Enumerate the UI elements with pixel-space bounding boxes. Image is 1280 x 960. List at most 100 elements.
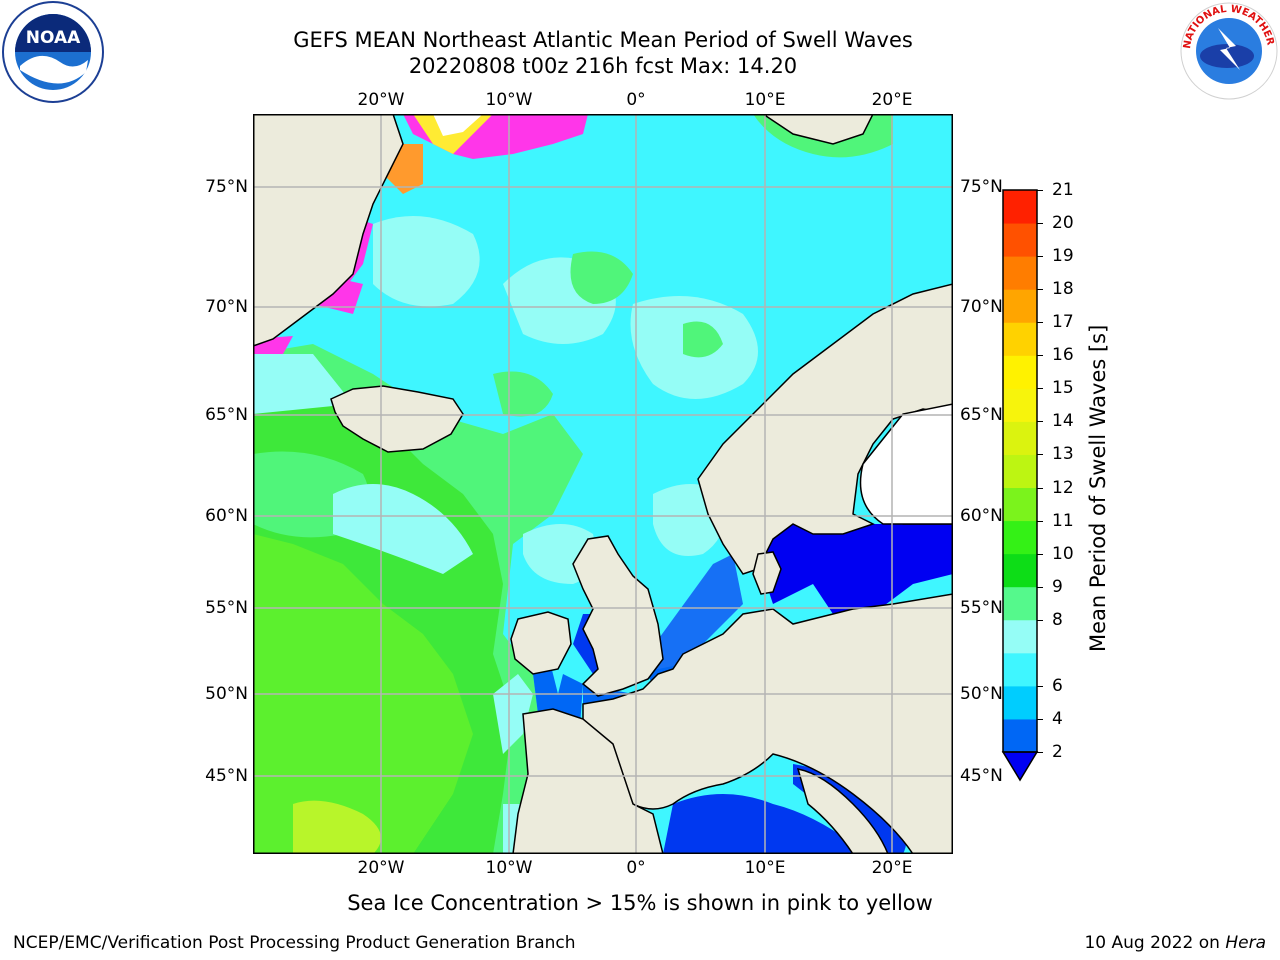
right-lat-tick: 55°N bbox=[960, 598, 1003, 618]
colorbar-segment bbox=[1003, 289, 1037, 323]
left-lat-tick: 55°N bbox=[205, 598, 248, 618]
colorbar-segment bbox=[1003, 256, 1037, 290]
colorbar-tick-label: 20 bbox=[1052, 213, 1074, 234]
right-lat-tick: 75°N bbox=[960, 177, 1003, 197]
top-lon-tick: 10°W bbox=[485, 90, 533, 110]
colorbar-tick bbox=[1037, 553, 1043, 555]
colorbar-segment bbox=[1003, 322, 1037, 356]
map-frame bbox=[253, 114, 953, 854]
denmark-land bbox=[752, 551, 782, 595]
colorbar-tick-label: 6 bbox=[1052, 675, 1063, 696]
colorbar-tick bbox=[1037, 520, 1043, 522]
colorbar-extend-arrow bbox=[1001, 751, 1039, 782]
colorbar-tick bbox=[1037, 322, 1043, 324]
footer-machine: Hera bbox=[1225, 933, 1266, 953]
gulf-of-bothnia-ice-free bbox=[859, 403, 953, 525]
colorbar-segment bbox=[1003, 223, 1037, 257]
colorbar-tick-label: 16 bbox=[1052, 345, 1074, 366]
colorbar-segment bbox=[1003, 454, 1037, 489]
ireland-land bbox=[510, 611, 572, 675]
colorbar-segment bbox=[1003, 619, 1037, 654]
right-lat-tick: 45°N bbox=[960, 766, 1003, 786]
colorbar-tick bbox=[1037, 355, 1043, 357]
colorbar-segment bbox=[1003, 388, 1037, 422]
bottom-lon-tick: 20°W bbox=[357, 858, 405, 878]
colorbar-tick-label: 8 bbox=[1052, 609, 1063, 630]
continental-europe-land bbox=[582, 593, 953, 854]
colorbar-tick-label: 17 bbox=[1052, 312, 1074, 333]
sea-ice-caption: Sea Ice Concentration > 15% is shown in … bbox=[347, 891, 933, 915]
colorbar-tick-label: 15 bbox=[1052, 378, 1074, 399]
left-lat-tick: 60°N bbox=[205, 506, 248, 526]
chart-title-line1: GEFS MEAN Northeast Atlantic Mean Period… bbox=[293, 28, 913, 52]
colorbar-tick bbox=[1037, 256, 1043, 258]
right-lat-tick: 65°N bbox=[960, 405, 1003, 425]
colorbar-segment bbox=[1003, 355, 1037, 389]
footer-date: 10 Aug 2022 on Hera bbox=[1084, 933, 1266, 953]
colorbar-svg bbox=[1001, 189, 1039, 782]
colorbar-segment bbox=[1003, 586, 1037, 621]
bottom-lon-tick: 0° bbox=[626, 858, 646, 878]
colorbar-tick bbox=[1037, 752, 1043, 753]
footer-producer: NCEP/EMC/Verification Post Processing Pr… bbox=[13, 933, 576, 953]
colorbar-tick-label: 21 bbox=[1052, 180, 1074, 200]
land-masses bbox=[253, 114, 953, 854]
top-lon-tick: 20°E bbox=[871, 90, 913, 110]
top-lon-tick: 10°E bbox=[744, 90, 786, 110]
right-lat-tick: 50°N bbox=[960, 684, 1003, 704]
bottom-lon-tick: 10°E bbox=[744, 858, 786, 878]
right-lat-tick: 70°N bbox=[960, 297, 1003, 317]
map-panel bbox=[253, 114, 953, 854]
svalbard-land bbox=[761, 114, 874, 145]
left-lat-tick: 50°N bbox=[205, 684, 248, 704]
bottom-lon-tick: 20°E bbox=[871, 858, 913, 878]
map-svg bbox=[253, 114, 953, 854]
colorbar-tick-label: 13 bbox=[1052, 444, 1074, 465]
colorbar-segment bbox=[1003, 190, 1037, 224]
colorbar-tick bbox=[1037, 289, 1043, 291]
colorbar-tick bbox=[1037, 190, 1043, 191]
colorbar-tick-label: 4 bbox=[1052, 708, 1063, 729]
colorbar-tick-label: 11 bbox=[1052, 510, 1074, 531]
colorbar-segment bbox=[1003, 487, 1037, 522]
colorbar-tick bbox=[1037, 454, 1043, 456]
colorbar-segment bbox=[1003, 685, 1037, 720]
colorbar-segment bbox=[1003, 520, 1037, 555]
right-lat-tick: 60°N bbox=[960, 506, 1003, 526]
chart-title-line2: 20220808 t00z 216h fcst Max: 14.20 bbox=[408, 54, 798, 78]
colorbar-tick-label: 18 bbox=[1052, 279, 1074, 300]
colorbar-tick bbox=[1037, 619, 1043, 621]
left-lat-tick: 75°N bbox=[205, 177, 248, 197]
colorbar-tick-label: 14 bbox=[1052, 411, 1074, 432]
colorbar-tick-label: 10 bbox=[1052, 543, 1074, 564]
colorbar-segment bbox=[1003, 421, 1037, 455]
colorbar-tick bbox=[1037, 388, 1043, 390]
left-lat-tick: 45°N bbox=[205, 766, 248, 786]
colorbar-labels: 2 4 6 8 9 10 11 12 13 14 15 16 17 18 19 20 21 bbox=[1037, 0, 1112, 960]
colorbar-tick bbox=[1037, 223, 1043, 225]
colorbar-title: Mean Period of Swell Waves [s] bbox=[1086, 324, 1110, 652]
greenland-land bbox=[253, 114, 404, 347]
colorbar bbox=[1000, 186, 1040, 786]
colorbar-tick bbox=[1037, 586, 1043, 588]
national-weather-service-logo-icon: NATIONAL WEATHER SERVICE bbox=[1178, 0, 1280, 102]
colorbar-segment bbox=[1003, 718, 1037, 753]
great-britain-land bbox=[572, 535, 664, 697]
colorbar-tick bbox=[1037, 487, 1043, 489]
footer-date-text: 10 Aug 2022 on bbox=[1084, 933, 1226, 953]
colorbar-segment bbox=[1003, 652, 1037, 687]
colorbar-tick-label: 9 bbox=[1052, 576, 1063, 597]
left-lat-tick: 70°N bbox=[205, 297, 248, 317]
noaa-logo-text: NOAA bbox=[26, 28, 81, 48]
colorbar-tick-label: 12 bbox=[1052, 477, 1074, 498]
top-lon-tick: 20°W bbox=[357, 90, 405, 110]
italy-land bbox=[796, 768, 889, 854]
bottom-lon-tick: 10°W bbox=[485, 858, 533, 878]
swell-period-field bbox=[253, 114, 953, 854]
left-lat-tick: 65°N bbox=[205, 405, 248, 425]
colorbar-tick-label: 19 bbox=[1052, 246, 1074, 267]
colorbar-tick bbox=[1037, 685, 1043, 687]
top-lon-tick: 0° bbox=[626, 90, 646, 110]
colorbar-tick bbox=[1037, 421, 1043, 423]
noaa-logo-icon: NOAA bbox=[0, 0, 106, 104]
